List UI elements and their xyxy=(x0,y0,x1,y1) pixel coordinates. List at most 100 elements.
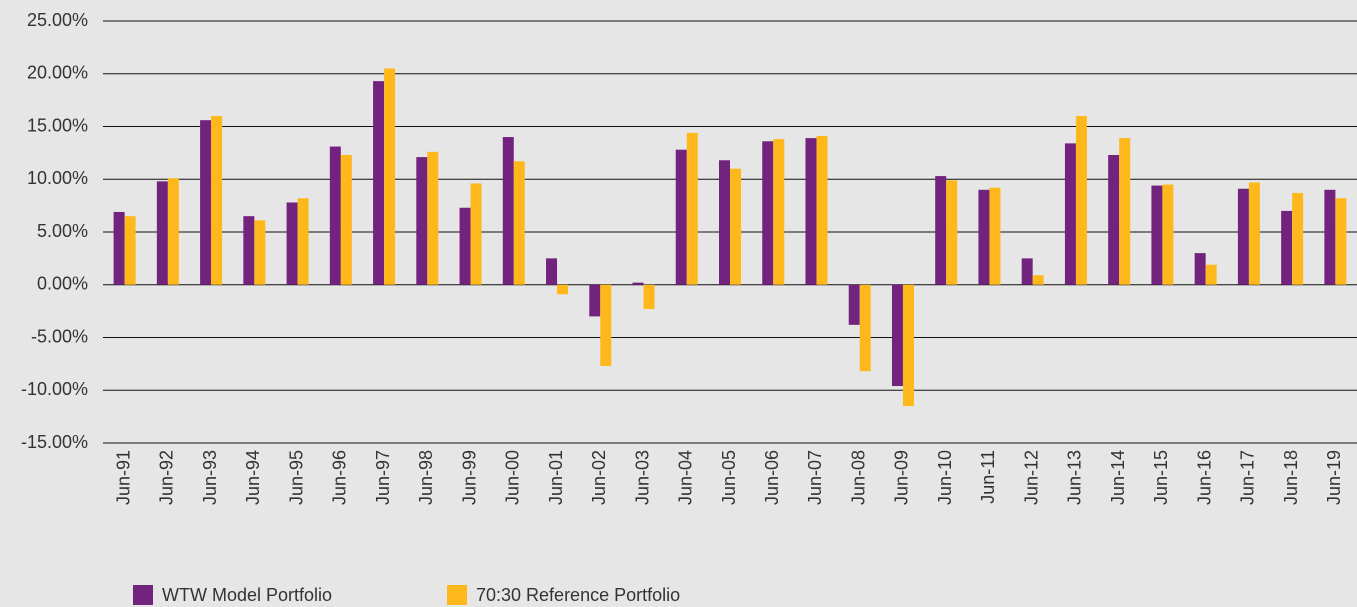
bar xyxy=(1108,154,1120,285)
x-tick-label: Jun-99 xyxy=(459,450,479,505)
y-tick-label: -10.00% xyxy=(21,379,88,399)
bar xyxy=(297,198,309,285)
x-tick-label: Jun-92 xyxy=(157,450,177,505)
x-tick-label: Jun-12 xyxy=(1021,450,1041,505)
bar xyxy=(686,132,698,285)
legend-swatch xyxy=(133,585,153,605)
bar xyxy=(373,81,385,285)
bar xyxy=(113,211,125,285)
x-tick-label: Jun-06 xyxy=(762,450,782,505)
bar xyxy=(1021,258,1033,285)
legend-label: WTW Model Portfolio xyxy=(162,585,332,605)
bar xyxy=(557,284,569,295)
y-tick-label: 5.00% xyxy=(37,221,88,241)
bar xyxy=(243,216,255,285)
bar xyxy=(384,68,396,285)
bar xyxy=(340,154,352,285)
x-tick-label: Jun-14 xyxy=(1108,450,1128,505)
x-tick-label: Jun-07 xyxy=(805,450,825,505)
bar xyxy=(1335,198,1347,285)
bar xyxy=(762,141,774,285)
x-tick-label: Jun-17 xyxy=(1238,450,1258,505)
y-tick-label: 20.00% xyxy=(27,63,88,83)
bar xyxy=(1064,143,1076,285)
x-tick-label: Jun-00 xyxy=(503,450,523,505)
bar xyxy=(978,189,990,285)
bar xyxy=(946,180,958,285)
bar xyxy=(470,183,482,285)
bar xyxy=(859,284,871,372)
bar xyxy=(1194,253,1206,285)
y-tick-label: 25.00% xyxy=(27,10,88,30)
x-tick-label: Jun-96 xyxy=(330,450,350,505)
x-tick-label: Jun-09 xyxy=(892,450,912,505)
bar xyxy=(459,207,471,285)
bar xyxy=(1151,185,1163,285)
legend-label: 70:30 Reference Portfolio xyxy=(476,585,680,605)
bar xyxy=(124,216,136,285)
x-tick-label: Jun-19 xyxy=(1324,450,1344,505)
bar xyxy=(1205,264,1217,285)
x-tick-label: Jun-18 xyxy=(1281,450,1301,505)
y-tick-label: -5.00% xyxy=(31,326,88,346)
y-tick-label: 10.00% xyxy=(27,168,88,188)
bar xyxy=(719,160,730,285)
bar xyxy=(816,135,828,285)
bar xyxy=(156,181,168,285)
bar xyxy=(211,115,223,285)
bar xyxy=(513,161,525,285)
bar xyxy=(600,284,612,366)
x-tick-label: Jun-04 xyxy=(676,450,696,505)
x-tick-label: Jun-94 xyxy=(243,450,263,505)
bar xyxy=(329,146,341,285)
x-tick-label: Jun-10 xyxy=(935,450,955,505)
bar xyxy=(1075,115,1087,285)
x-tick-label: Jun-13 xyxy=(1065,450,1085,505)
x-tick-label: Jun-95 xyxy=(286,450,306,505)
bar xyxy=(254,220,266,285)
x-tick-label: Jun-11 xyxy=(978,450,998,504)
x-tick-label: Jun-93 xyxy=(200,450,220,505)
y-tick-label: -15.00% xyxy=(21,432,88,452)
bar xyxy=(546,258,558,285)
legend-swatch xyxy=(447,585,467,605)
bar xyxy=(167,178,179,285)
bar xyxy=(1292,192,1304,285)
bar xyxy=(427,151,439,285)
bar xyxy=(891,284,903,387)
bar xyxy=(935,176,947,285)
bar xyxy=(1162,184,1174,285)
bar xyxy=(1032,275,1044,285)
bar xyxy=(773,139,785,285)
x-tick-label: Jun-98 xyxy=(416,450,436,505)
bar xyxy=(589,284,601,317)
bar xyxy=(643,284,655,310)
x-tick-label: Jun-05 xyxy=(719,450,739,505)
x-tick-label: Jun-01 xyxy=(546,450,566,505)
bar xyxy=(1281,210,1293,285)
bar xyxy=(1324,189,1336,285)
bar xyxy=(675,149,687,285)
x-tick-label: Jun-02 xyxy=(589,450,609,505)
bar xyxy=(805,138,817,285)
y-tick-label: 15.00% xyxy=(27,115,88,135)
x-tick-label: Jun-91 xyxy=(113,450,133,505)
y-tick-label: 0.00% xyxy=(37,274,88,294)
x-tick-label: Jun-16 xyxy=(1194,450,1214,505)
x-tick-label: Jun-08 xyxy=(848,450,868,505)
x-tick-label: Jun-15 xyxy=(1151,450,1171,505)
bar xyxy=(416,157,428,285)
x-tick-label: Jun-03 xyxy=(632,450,652,505)
bar xyxy=(286,202,298,285)
bar xyxy=(989,187,1001,285)
bar xyxy=(730,168,741,285)
x-tick-label: Jun-97 xyxy=(373,450,393,505)
bar xyxy=(1248,182,1260,285)
bar xyxy=(200,120,212,285)
bar xyxy=(902,284,914,407)
bar xyxy=(848,284,860,325)
bar xyxy=(632,282,644,285)
bar xyxy=(1237,188,1249,285)
